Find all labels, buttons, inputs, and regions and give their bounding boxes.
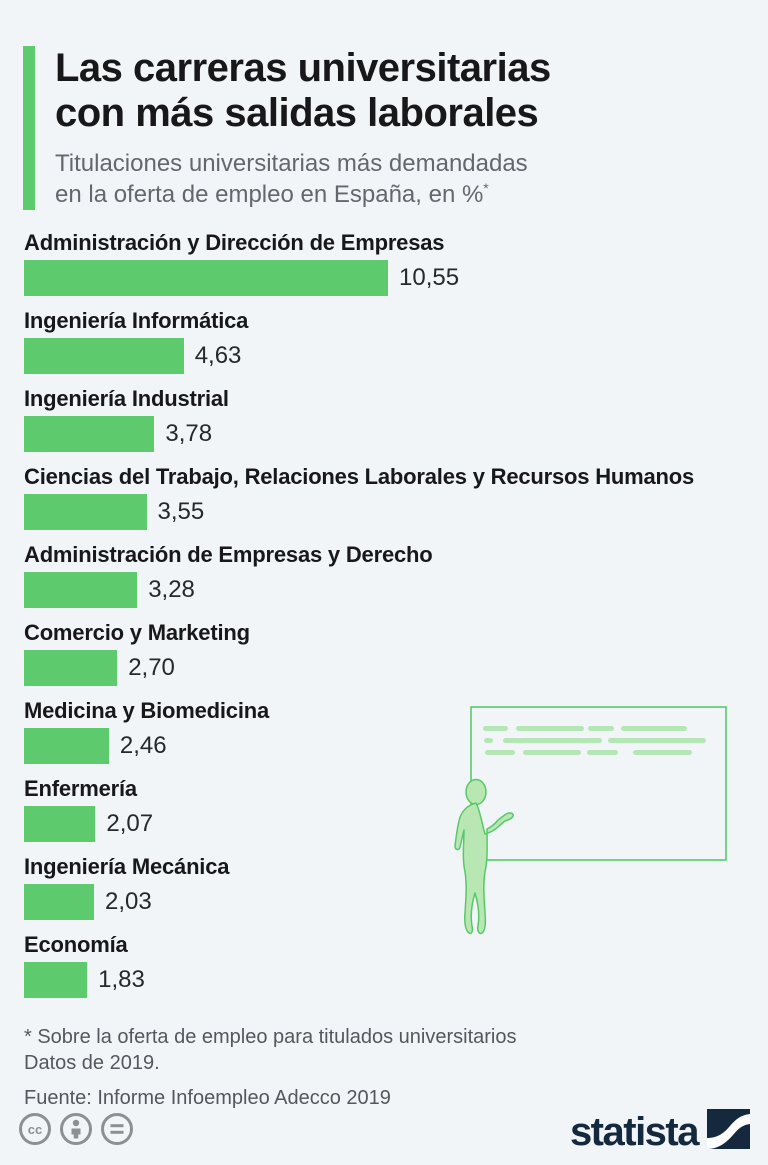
footnote-asterisk: * [483,179,489,196]
bar-value-label: 2,70 [128,653,175,681]
license-icons: cc [18,1112,134,1146]
header: Las carreras universitarias con más sali… [0,0,768,210]
bar [24,493,147,530]
bar-category-label: Enfermería [24,775,137,801]
bar-category-label: Comercio y Marketing [24,619,250,645]
bar-value-label: 3,55 [157,497,205,525]
bar-value-label: 2,46 [119,731,167,759]
page-subtitle: Titulaciones universitarias más demandad… [55,148,551,210]
bar-row: Ingeniería Industrial 3,78 [24,386,744,452]
bar-category-label: Administración y Dirección de Empresas [24,229,445,255]
bar-value-label: 2,03 [105,887,152,915]
title-line-2: con más salidas laborales [55,90,539,135]
bar-row: Ingeniería Mecánica 2,03 [24,854,744,920]
footnote-line-1: * Sobre la oferta de empleo para titulad… [24,1025,517,1048]
statista-logo[interactable]: statista [569,1109,750,1154]
svg-text:cc: cc [28,1122,42,1137]
bar-chart: Administración y Dirección de Empresas 10… [0,230,768,998]
bar-row: Comercio y Marketing 2,70 [24,620,744,686]
statista-wordmark: statista [569,1110,700,1154]
bar-row: Ingeniería Informática 4,63 [24,308,744,374]
bar-value-label: 3,28 [148,575,195,603]
bar [24,883,94,920]
equal-license-icon[interactable] [100,1112,134,1146]
source-line: Fuente: Informe Infoempleo Adecco 2019 [24,1086,391,1109]
bar-row: Administración de Empresas y Derecho 3,28 [24,542,744,608]
bar [24,337,184,374]
footnote-line-2: Datos de 2019. [24,1052,160,1075]
bar-value-label: 10,55 [399,263,460,291]
bar [24,961,88,998]
bar-value-label: 4,63 [194,341,242,369]
cc-icon[interactable]: cc [18,1112,52,1146]
header-text: Las carreras universitarias con más sali… [55,46,551,210]
bar [24,649,118,686]
subtitle-line-1: Titulaciones universitarias más demandad… [55,149,528,177]
bar-row: Economía 1,83 [24,932,744,998]
bar-category-label: Administración de Empresas y Derecho [24,541,433,567]
footnote: * Sobre la oferta de empleo para titulad… [0,1010,768,1111]
bar-value-label: 2,07 [106,809,154,837]
title-line-1: Las carreras universitarias [55,46,551,90]
bar-row: Enfermería 2,07 [24,776,744,842]
bar-category-label: Ingeniería Industrial [24,385,229,411]
bar-row: Ciencias del Trabajo, Relaciones Laboral… [24,464,744,530]
bar-category-label: Economía [24,931,128,957]
bar-value-label: 1,83 [98,965,145,993]
statista-logo-mark [707,1109,750,1149]
attribution-icon[interactable] [59,1112,93,1146]
bar [24,727,109,764]
bar-category-label: Ciencias del Trabajo, Relaciones Laboral… [24,463,695,489]
bar-category-label: Medicina y Biomedicina [24,697,270,723]
bar-row: Administración y Dirección de Empresas 10… [24,230,744,296]
bar-category-label: Ingeniería Mecánica [24,853,230,879]
subtitle-line-2: en la oferta de empleo en España, en %* [55,179,489,208]
bar-row: Medicina y Biomedicina 2,46 [24,698,744,764]
bar [24,415,155,452]
bar-category-label: Ingeniería Informática [24,307,249,333]
page-title: Las carreras universitarias con más sali… [55,46,551,136]
bar-value-label: 3,78 [165,419,213,447]
bar [24,259,388,296]
bar [24,805,96,842]
bottom-bar: cc statista [18,1109,750,1154]
title-accent-bar [23,46,35,210]
bar [24,571,138,608]
